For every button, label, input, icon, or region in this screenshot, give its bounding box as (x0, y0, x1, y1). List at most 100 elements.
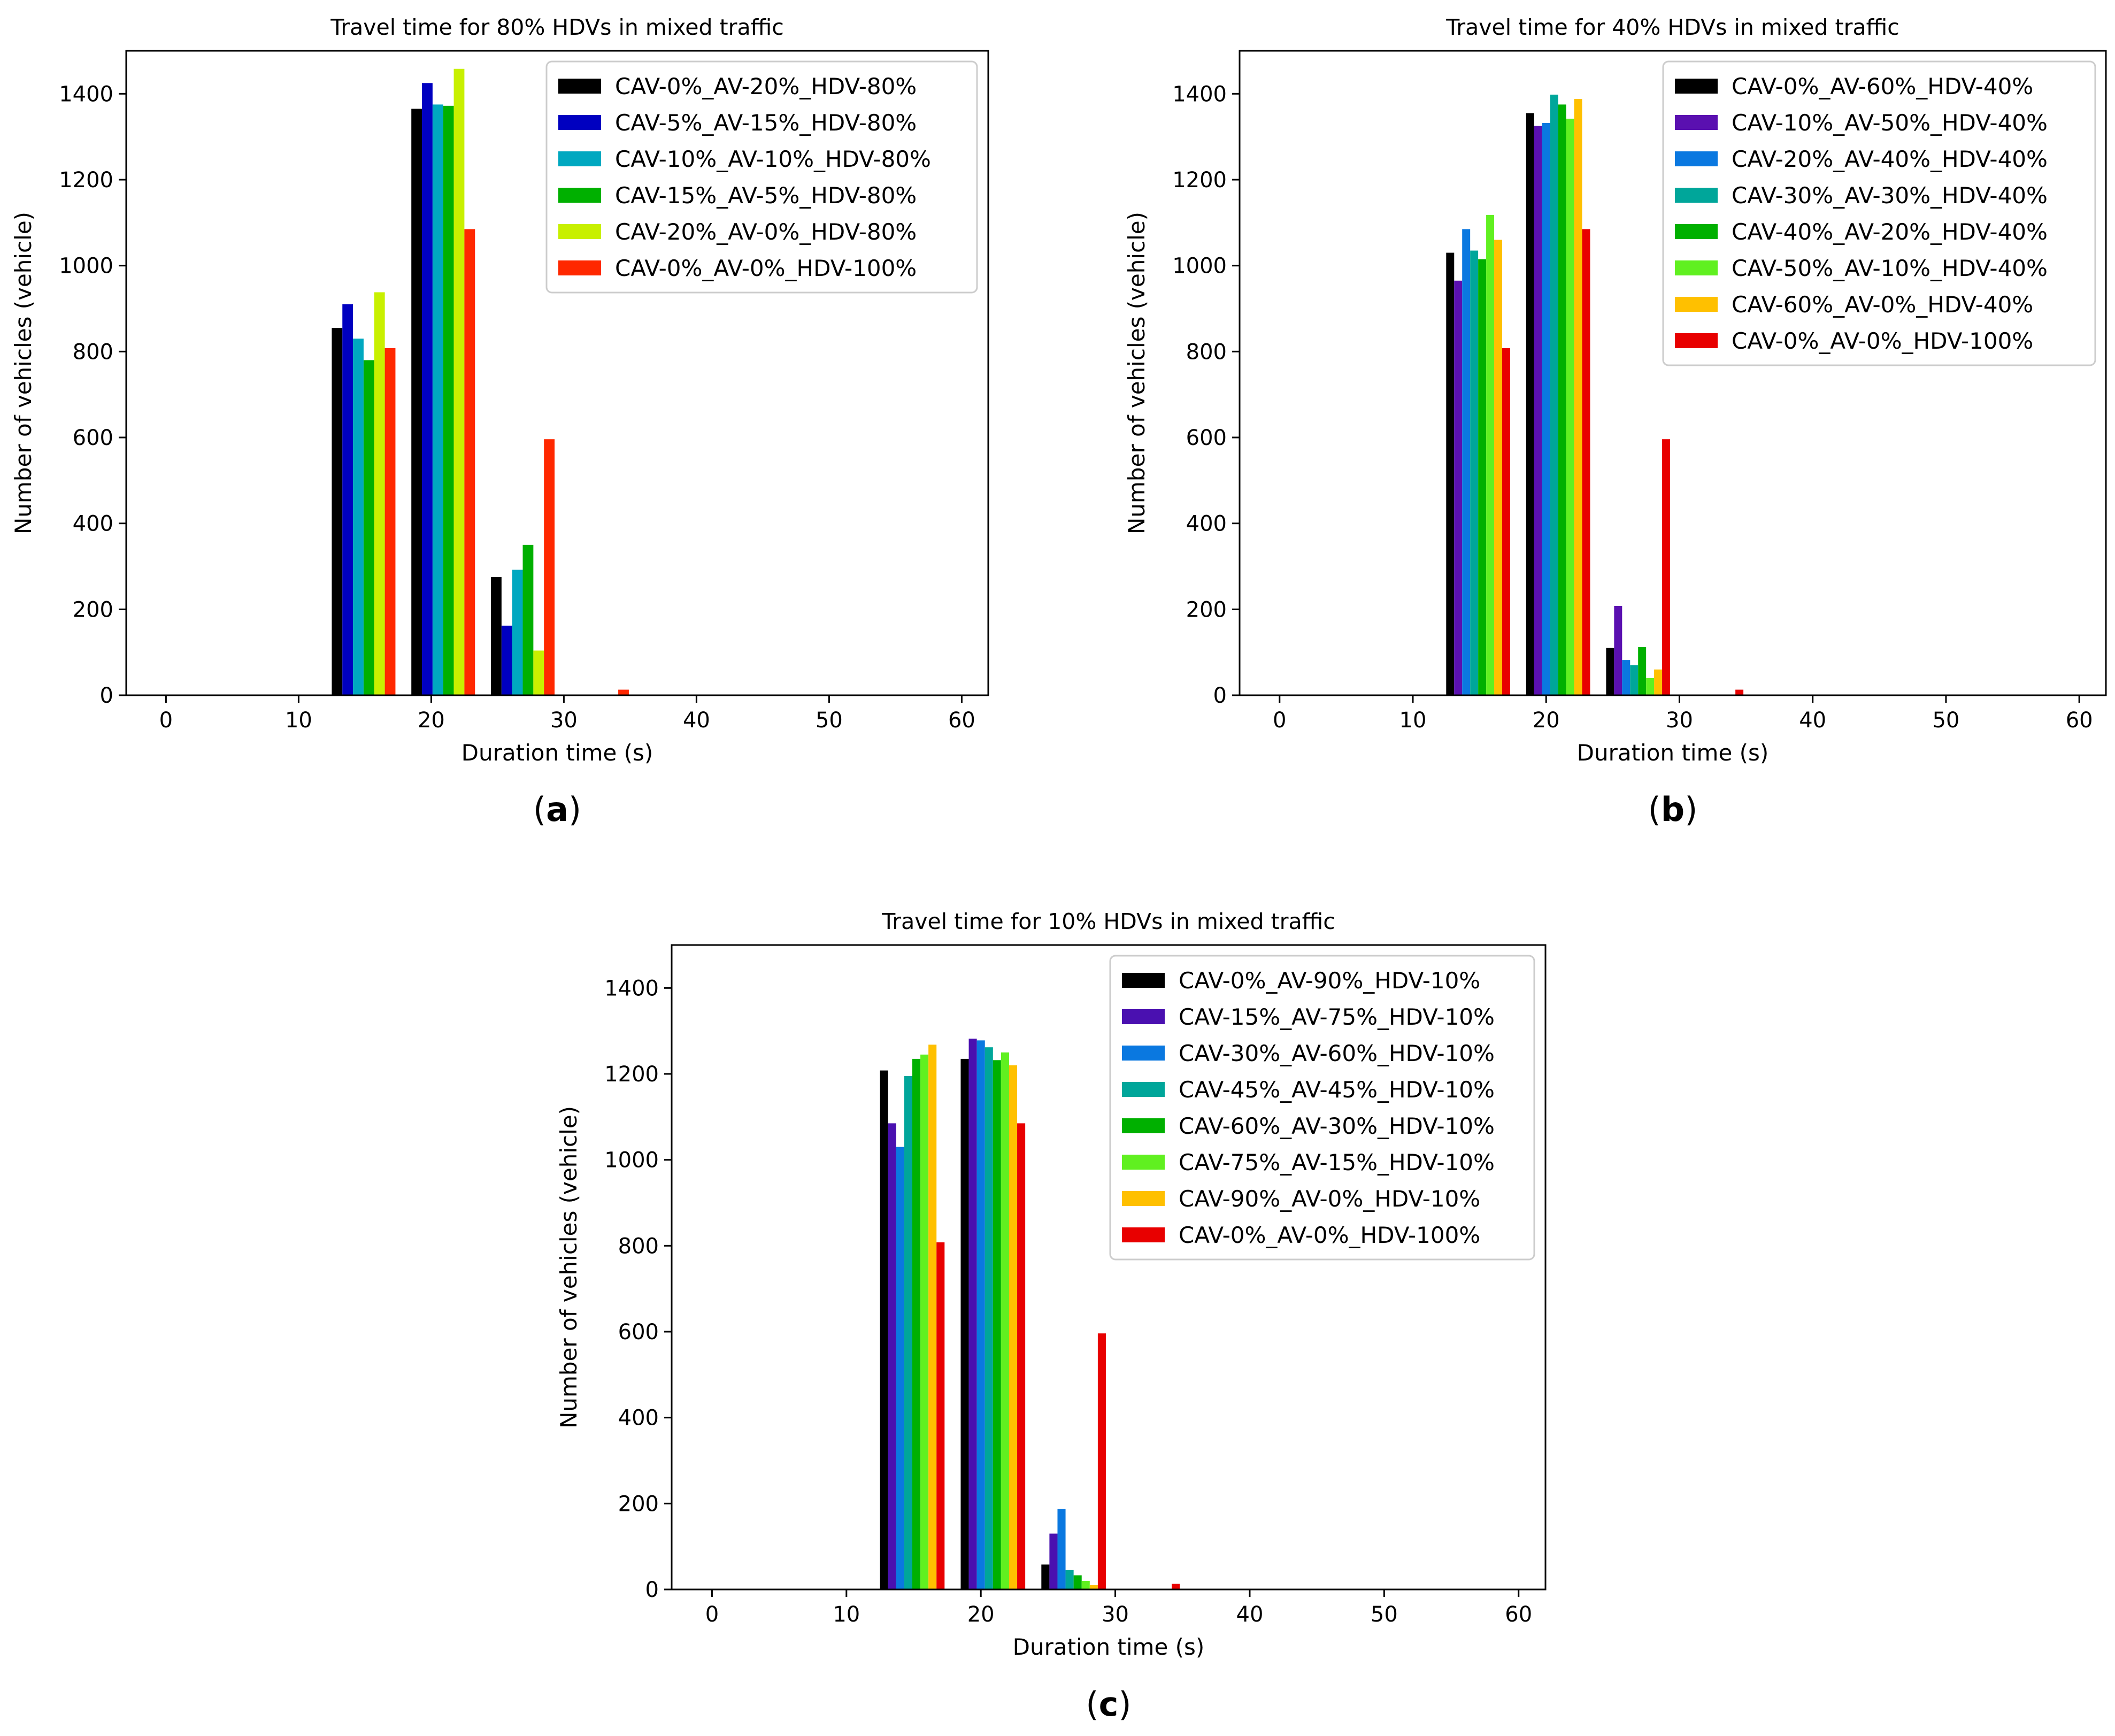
legend-label: CAV-60%_AV-30%_HDV-10% (1179, 1113, 1495, 1139)
y-tick-label: 600 (1186, 426, 1227, 450)
x-axis-label: Duration time (s) (1577, 740, 1769, 766)
bar (353, 339, 364, 695)
bar (384, 348, 396, 695)
x-tick-label: 10 (833, 1602, 860, 1627)
bar (968, 1039, 977, 1589)
bar (1630, 665, 1639, 695)
legend-label: CAV-0%_AV-0%_HDV-100% (1732, 328, 2033, 354)
bar (1454, 280, 1463, 695)
bar (1574, 98, 1582, 695)
caption-paren: ) (1685, 790, 1697, 829)
bars-group (332, 68, 629, 696)
legend-swatch (1122, 1191, 1165, 1206)
y-tick-label: 1200 (604, 1062, 659, 1087)
x-tick-label: 20 (418, 708, 445, 733)
panel-caption: (c) (1086, 1685, 1131, 1724)
caption-letter: b (1661, 790, 1685, 829)
x-tick-label: 60 (2066, 708, 2093, 733)
legend-swatch (1675, 151, 1718, 166)
x-axis-label: Duration time (s) (1013, 1634, 1205, 1660)
y-tick-label: 400 (618, 1406, 659, 1431)
x-tick-label: 50 (1932, 708, 1959, 733)
bar (1065, 1570, 1074, 1589)
x-tick-label: 40 (683, 708, 710, 733)
legend-swatch (1122, 1046, 1165, 1061)
legend-label: CAV-0%_AV-20%_HDV-80% (615, 73, 917, 99)
bar (880, 1070, 888, 1589)
legend-label: CAV-40%_AV-20%_HDV-40% (1732, 219, 2048, 245)
bar (993, 1060, 1001, 1589)
bar (1654, 669, 1663, 695)
y-tick-label: 1000 (604, 1148, 659, 1173)
x-tick-label: 30 (1666, 708, 1693, 733)
axes-frame (125, 50, 989, 696)
legend-label: CAV-30%_AV-60%_HDV-10% (1179, 1040, 1495, 1066)
legend-swatch (1675, 224, 1718, 239)
bar (1486, 214, 1495, 696)
bar (1582, 229, 1590, 696)
legend: CAV-0%_AV-20%_HDV-80% CAV-5%_AV-15%_HDV-8… (545, 60, 978, 294)
bar (491, 577, 502, 695)
x-tick-label: 10 (1399, 708, 1427, 733)
panel-caption: (a) (533, 790, 581, 829)
bar (1502, 348, 1510, 695)
legend-box (1109, 955, 1535, 1261)
chart-panel-a: 0 10 20 30 40 50 600200400600800100012001400Tr… (10, 14, 989, 829)
bar (1550, 94, 1558, 696)
legend-label: CAV-45%_AV-45%_HDV-10% (1179, 1077, 1495, 1103)
x-axis-label: Duration time (s) (462, 740, 653, 766)
legend-swatch (1675, 333, 1718, 348)
bar (960, 1058, 969, 1589)
x-tick-label: 0 (705, 1602, 719, 1627)
legend-label: CAV-50%_AV-10%_HDV-40% (1732, 255, 2048, 281)
legend-swatch (1122, 1118, 1165, 1133)
y-tick-label: 200 (618, 1492, 659, 1516)
legend-swatch (558, 188, 601, 203)
bar (1534, 126, 1542, 695)
bar (920, 1054, 929, 1589)
bar (432, 104, 443, 696)
legend-swatch (558, 224, 601, 239)
y-tick-label: 1000 (59, 254, 113, 279)
bar (1614, 605, 1622, 695)
bar (1558, 104, 1566, 696)
bar (1478, 259, 1487, 695)
chart-title: Travel time for 10% HDVs in mixed traffi… (881, 909, 1335, 934)
legend-label: CAV-20%_AV-40%_HDV-40% (1732, 146, 2048, 172)
y-tick-label: 1400 (604, 976, 659, 1001)
bar (544, 439, 555, 695)
legend-label: CAV-0%_AV-90%_HDV-10% (1179, 967, 1480, 994)
bar (888, 1123, 896, 1589)
bar (1735, 689, 1744, 695)
legend-swatch (558, 151, 601, 166)
bar (512, 570, 523, 695)
bar (912, 1058, 921, 1589)
caption-paren: ) (568, 790, 581, 829)
legend-swatch (1675, 260, 1718, 275)
bars-group (880, 1039, 1180, 1589)
y-tick-label: 200 (1186, 597, 1227, 622)
legend-label: CAV-10%_AV-50%_HDV-40% (1732, 110, 2048, 136)
bar (896, 1147, 904, 1589)
legend: CAV-0%_AV-90%_HDV-10% CAV-15%_AV-75%_HDV-… (1109, 955, 1535, 1261)
legend-swatch (1122, 1082, 1165, 1097)
legend-swatch (1122, 1227, 1165, 1242)
chart-title: Travel time for 40% HDVs in mixed traffi… (1445, 14, 1899, 40)
chart-panel-b: 0 10 20 30 40 50 600200400600800100012001400Tr… (1124, 14, 2107, 829)
bar (985, 1047, 993, 1589)
y-tick-label: 1400 (1172, 82, 1227, 106)
legend: CAV-0%_AV-60%_HDV-40% CAV-10%_AV-50%_HDV-… (1662, 60, 2096, 366)
bar (1622, 660, 1631, 695)
bar (453, 68, 465, 696)
caption-paren: ( (1648, 790, 1661, 829)
y-tick-label: 1400 (59, 82, 113, 106)
bar (928, 1044, 937, 1589)
legend-swatch (1675, 115, 1718, 130)
x-tick-label: 40 (1799, 708, 1826, 733)
y-tick-label: 200 (73, 597, 113, 622)
legend-swatch (1122, 1155, 1165, 1170)
legend-label: CAV-15%_AV-75%_HDV-10% (1179, 1004, 1495, 1030)
bar (1073, 1575, 1082, 1589)
caption-letter: a (546, 790, 568, 829)
bar (411, 109, 422, 696)
